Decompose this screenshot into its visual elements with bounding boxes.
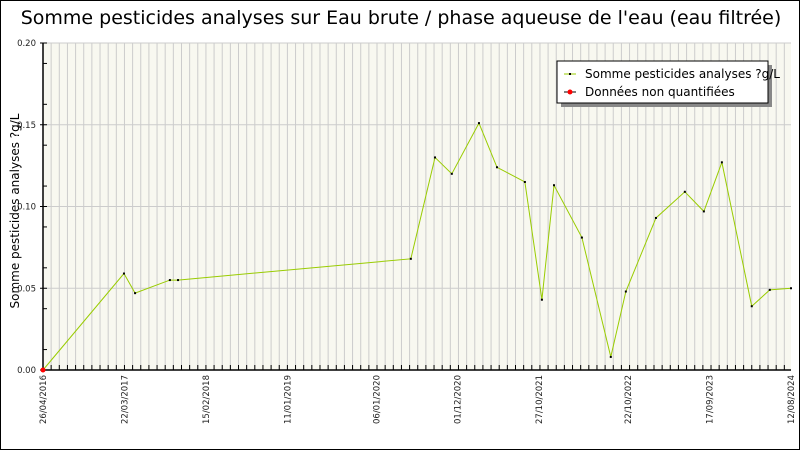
legend-item-non-quantified: Données non quantifiées: [585, 85, 735, 99]
legend-non-quantified-swatch: [567, 89, 573, 95]
data-point: [177, 279, 180, 282]
data-point: [134, 292, 137, 295]
data-point: [409, 257, 412, 260]
x-tick-label: 22/03/2017: [120, 375, 130, 424]
data-point: [624, 290, 627, 293]
x-tick-label: 17/09/2023: [706, 375, 716, 424]
x-tick-label: 12/08/2024: [787, 375, 797, 424]
data-point: [168, 279, 171, 282]
x-tick-label: 06/01/2020: [372, 375, 382, 424]
legend: Somme pesticides analyses ?g/L Données n…: [556, 60, 780, 107]
y-tick-label: 0.10: [17, 203, 36, 213]
non-quantified-point: [40, 367, 46, 373]
data-point: [540, 298, 543, 301]
data-point: [720, 161, 723, 164]
y-axis-title: Somme pesticides analyses ?g/L: [8, 113, 22, 308]
data-point: [750, 305, 753, 308]
data-point: [553, 184, 556, 187]
x-tick-label: 27/10/2021: [535, 375, 545, 424]
y-tick-label: 0.20: [17, 39, 36, 49]
data-point: [122, 272, 125, 275]
x-tick-label: 26/04/2016: [39, 375, 49, 424]
data-point: [654, 216, 657, 219]
data-point: [790, 287, 792, 290]
data-point: [580, 236, 583, 239]
data-point: [477, 122, 480, 125]
x-tick-label: 01/12/2020: [454, 375, 464, 424]
data-point: [434, 156, 437, 159]
data-point: [702, 210, 705, 213]
data-point: [523, 180, 526, 183]
y-tick-label: 0.00: [17, 366, 36, 376]
data-point: [609, 355, 612, 358]
legend-item-series: Somme pesticides analyses ?g/L: [585, 67, 780, 81]
data-point: [768, 288, 771, 291]
y-tick-label: 0.05: [17, 284, 36, 294]
data-point: [683, 190, 686, 193]
data-point: [450, 172, 453, 175]
x-tick-label: 15/02/2018: [202, 375, 212, 424]
legend-point-swatch: [569, 73, 571, 75]
x-tick-label: 11/01/2019: [283, 375, 293, 424]
x-tick-label: 22/10/2022: [624, 375, 634, 424]
y-tick-label: 0.15: [17, 121, 36, 131]
chart-title: Somme pesticides analyses sur Eau brute …: [20, 7, 782, 29]
data-point: [495, 166, 498, 169]
